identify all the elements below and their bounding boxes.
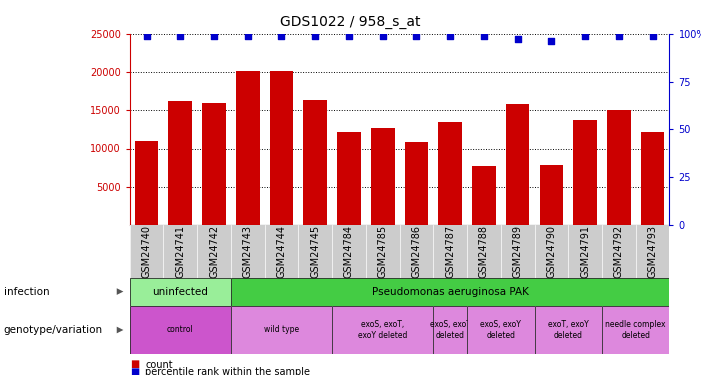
- Text: GSM24789: GSM24789: [512, 225, 523, 278]
- Bar: [540, 165, 563, 225]
- Bar: [641, 132, 665, 225]
- Point: [647, 33, 658, 39]
- Text: GSM24784: GSM24784: [344, 225, 354, 278]
- Text: genotype/variation: genotype/variation: [4, 325, 102, 335]
- Bar: [304, 100, 327, 225]
- Point: [411, 33, 422, 39]
- Text: infection: infection: [4, 286, 49, 297]
- Text: percentile rank within the sample: percentile rank within the sample: [145, 367, 310, 375]
- Text: control: control: [167, 326, 193, 334]
- Bar: [270, 71, 293, 225]
- Text: ■: ■: [130, 360, 139, 369]
- Bar: [573, 120, 597, 225]
- Text: exoS, exoT
deleted: exoS, exoT deleted: [430, 320, 470, 340]
- Text: GSM24786: GSM24786: [411, 225, 421, 278]
- Point: [512, 36, 523, 42]
- Point: [141, 33, 152, 39]
- Bar: [438, 122, 462, 225]
- Text: Pseudomonas aeruginosa PAK: Pseudomonas aeruginosa PAK: [372, 286, 529, 297]
- Point: [580, 33, 591, 39]
- Point: [377, 33, 388, 39]
- Text: GSM24740: GSM24740: [142, 225, 151, 278]
- Bar: [168, 101, 192, 225]
- Bar: [135, 141, 158, 225]
- Bar: [506, 104, 529, 225]
- Text: wild type: wild type: [264, 326, 299, 334]
- Point: [310, 33, 321, 39]
- Bar: [337, 132, 361, 225]
- Text: GSM24745: GSM24745: [311, 225, 320, 278]
- Bar: [472, 166, 496, 225]
- Text: GSM24788: GSM24788: [479, 225, 489, 278]
- Text: exoT, exoY
deleted: exoT, exoY deleted: [548, 320, 589, 340]
- Text: GSM24793: GSM24793: [648, 225, 658, 278]
- Text: GSM24785: GSM24785: [378, 225, 388, 278]
- Point: [208, 33, 219, 39]
- Point: [276, 33, 287, 39]
- Bar: [236, 71, 259, 225]
- Point: [613, 33, 625, 39]
- Point: [343, 33, 355, 39]
- Text: ■: ■: [130, 367, 139, 375]
- Text: GSM24741: GSM24741: [175, 225, 185, 278]
- Text: GSM24791: GSM24791: [580, 225, 590, 278]
- Text: uninfected: uninfected: [152, 286, 208, 297]
- Bar: [202, 104, 226, 225]
- Text: GSM24787: GSM24787: [445, 225, 455, 278]
- Text: GSM24742: GSM24742: [209, 225, 219, 278]
- Text: count: count: [145, 360, 172, 369]
- Bar: [404, 142, 428, 225]
- Text: exoS, exoT,
exoY deleted: exoS, exoT, exoY deleted: [358, 320, 407, 340]
- Point: [546, 38, 557, 44]
- Text: GSM24743: GSM24743: [243, 225, 253, 278]
- Text: exoS, exoY
deleted: exoS, exoY deleted: [480, 320, 522, 340]
- Point: [175, 33, 186, 39]
- Point: [444, 33, 456, 39]
- Point: [478, 33, 489, 39]
- Bar: [371, 128, 395, 225]
- Text: GSM24792: GSM24792: [614, 225, 624, 278]
- Text: GDS1022 / 958_s_at: GDS1022 / 958_s_at: [280, 15, 421, 29]
- Point: [242, 33, 253, 39]
- Text: GSM24744: GSM24744: [276, 225, 287, 278]
- Bar: [607, 110, 631, 225]
- Text: needle complex
deleted: needle complex deleted: [606, 320, 666, 340]
- Text: GSM24790: GSM24790: [546, 225, 557, 278]
